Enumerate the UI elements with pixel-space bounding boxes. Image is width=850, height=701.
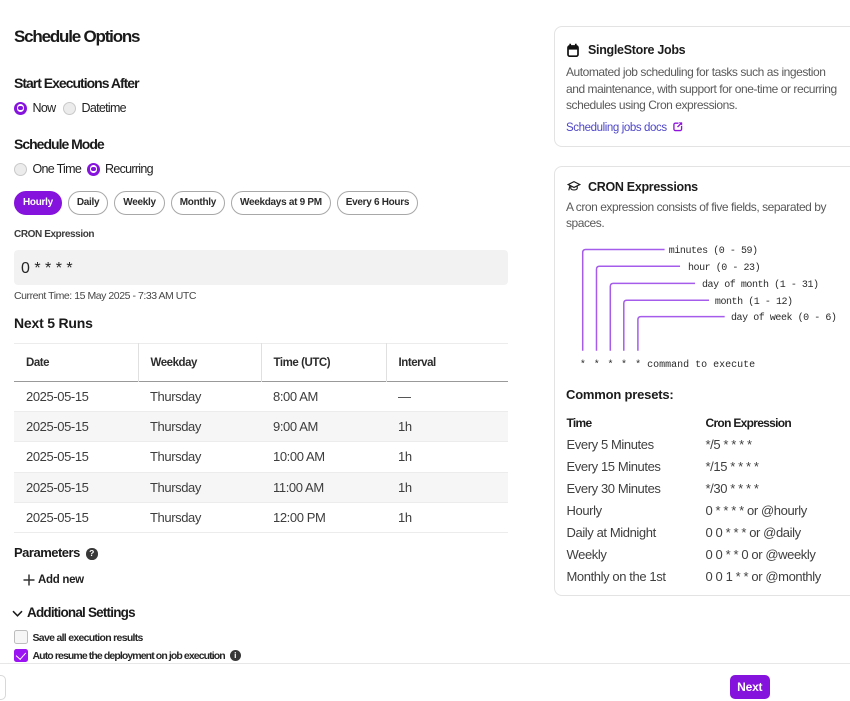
svg-text:*: *: [621, 359, 627, 371]
svg-text:month (1 - 12): month (1 - 12): [714, 296, 792, 308]
svg-text:day of week (0 - 6): day of week (0 - 6): [731, 312, 836, 324]
svg-text:*: *: [607, 359, 613, 371]
svg-text:minutes (0 - 59): minutes (0 - 59): [668, 245, 757, 257]
svg-text:*: *: [579, 359, 585, 371]
svg-text:*: *: [593, 359, 599, 371]
svg-text:day of month (1 - 31): day of month (1 - 31): [702, 279, 819, 291]
svg-text:hour (0 - 23): hour (0 - 23): [688, 262, 760, 274]
svg-text:*: *: [635, 359, 641, 371]
svg-text:command to execute: command to execute: [647, 359, 755, 371]
